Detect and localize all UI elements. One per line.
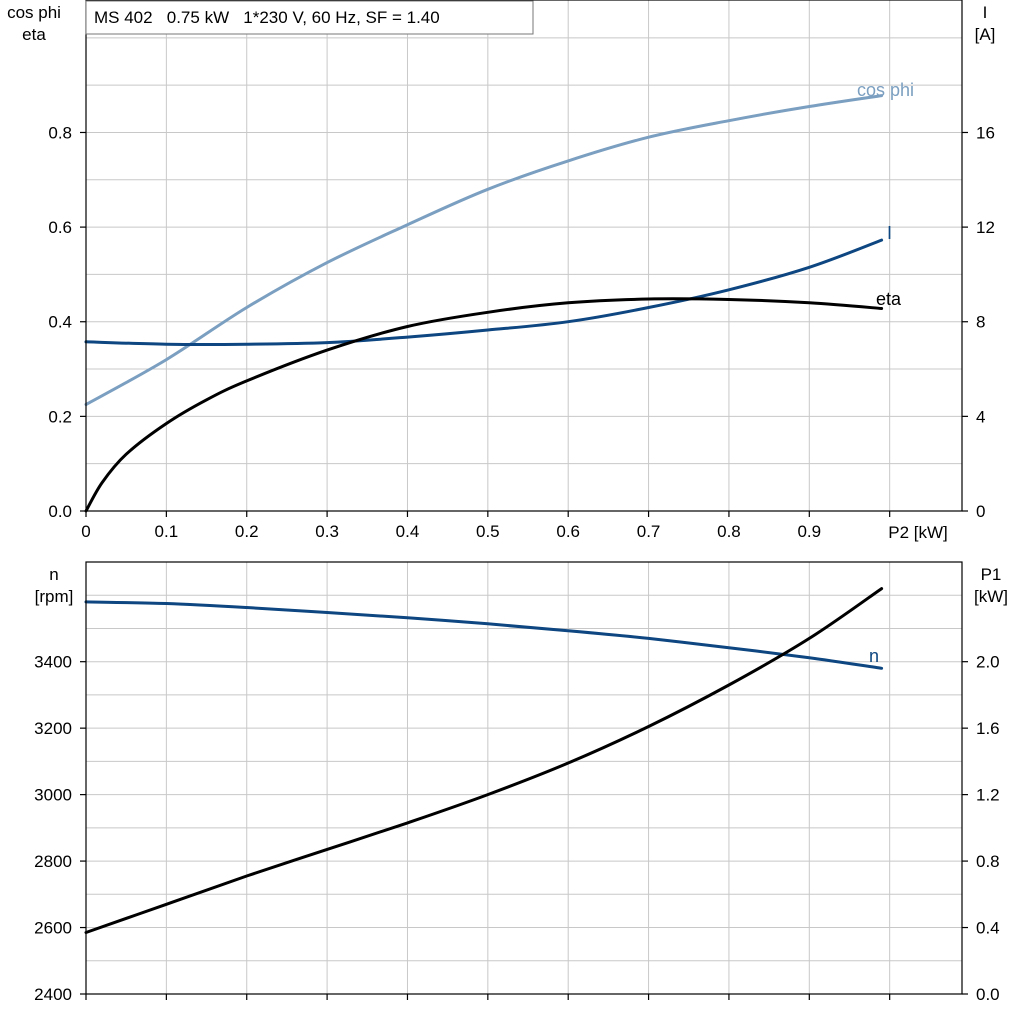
x-axis-tick-label: 0 bbox=[81, 522, 90, 541]
top-panel-frame bbox=[85, 0, 963, 512]
title-box-frame bbox=[85, 0, 534, 35]
series-curve-bottom-1 bbox=[84, 587, 884, 934]
bottom-panel-frame bbox=[85, 561, 963, 995]
top-right-axis-label-1: I bbox=[983, 3, 988, 22]
left-axis-tick-label: 3200 bbox=[34, 719, 72, 738]
series-curve-top-0 bbox=[84, 94, 884, 406]
series-label-speed: n bbox=[869, 646, 879, 666]
series-label-eta: eta bbox=[876, 289, 902, 309]
right-axis-tick-label: 8 bbox=[976, 313, 985, 332]
right-axis-tick-label: 1.6 bbox=[976, 719, 1000, 738]
series-label-current: I bbox=[887, 223, 892, 243]
x-axis-tick-label: 0.5 bbox=[476, 522, 500, 541]
left-axis-tick-label: 0.2 bbox=[48, 407, 72, 426]
left-axis-tick-label: 2800 bbox=[34, 852, 72, 871]
right-axis-tick-label: 12 bbox=[976, 218, 995, 237]
bottom-panel-grid bbox=[86, 562, 962, 994]
bottom-left-axis-label-2: [rpm] bbox=[35, 587, 74, 606]
series-label-cos-phi: cos phi bbox=[857, 80, 914, 100]
left-axis-tick-label: 3000 bbox=[34, 786, 72, 805]
top-panel-curves bbox=[84, 94, 884, 513]
bottom-panel-curves bbox=[84, 587, 884, 934]
right-axis-tick-label: 0.4 bbox=[976, 919, 1000, 938]
right-axis-tick-label: 0.8 bbox=[976, 852, 1000, 871]
right-axis-tick-label: 16 bbox=[976, 123, 995, 142]
left-axis-tick-label: 2600 bbox=[34, 919, 72, 938]
x-axis-tick-label: 0.1 bbox=[155, 522, 179, 541]
series-curve-bottom-0 bbox=[84, 600, 884, 670]
top-panel-ticks: 0.0 0.2 0.4 0.6 0.8 0 4 8 12 16 0 0.1 0.2 0.3 0.4 0.5 0.… bbox=[48, 123, 995, 541]
x-axis-tick-label: 0.2 bbox=[235, 522, 259, 541]
right-axis-tick-label: 0 bbox=[976, 502, 985, 521]
x-axis-tick-label: 0.4 bbox=[396, 522, 420, 541]
left-axis-tick-label: 0.4 bbox=[48, 313, 72, 332]
x-axis-tick-label: 0.3 bbox=[315, 522, 339, 541]
top-panel-grid bbox=[86, 0, 962, 511]
x-axis-tick-label: 0.8 bbox=[717, 522, 741, 541]
x-axis-tick-label: 0.7 bbox=[637, 522, 661, 541]
x-axis-tick-label: 0.6 bbox=[556, 522, 580, 541]
title-box-text: MS 402 0.75 kW 1*230 V, 60 Hz, SF = 1.40 bbox=[94, 8, 440, 27]
bottom-right-axis-label-2: [kW] bbox=[974, 587, 1008, 606]
left-axis-tick-label: 0.8 bbox=[48, 123, 72, 142]
left-axis-tick-label: 2400 bbox=[34, 985, 72, 1004]
top-left-axis-label-2: eta bbox=[22, 25, 46, 44]
bottom-right-axis-label-1: P1 bbox=[981, 565, 1002, 584]
top-x-axis-label: P2 [kW] bbox=[888, 523, 948, 542]
series-curve-top-2 bbox=[84, 297, 884, 513]
bottom-panel-ticks: 2400 2600 2800 3000 3200 3400 0.0 0.4 0.8 1.2 1.6 2… bbox=[34, 653, 999, 1004]
left-axis-tick-label: 0.6 bbox=[48, 218, 72, 237]
x-axis-tick-label: 0.9 bbox=[797, 522, 821, 541]
series-curve-top-1 bbox=[84, 238, 884, 346]
left-axis-tick-label: 3400 bbox=[34, 653, 72, 672]
right-axis-tick-label: 1.2 bbox=[976, 786, 1000, 805]
right-axis-tick-label: 4 bbox=[976, 407, 985, 426]
left-axis-tick-label: 0.0 bbox=[48, 502, 72, 521]
right-axis-tick-label: 0.0 bbox=[976, 985, 1000, 1004]
right-axis-tick-label: 2.0 bbox=[976, 653, 1000, 672]
top-right-axis-label-2: [A] bbox=[975, 25, 996, 44]
top-left-axis-label-1: cos phi bbox=[7, 3, 61, 22]
bottom-left-axis-label-1: n bbox=[49, 565, 58, 584]
